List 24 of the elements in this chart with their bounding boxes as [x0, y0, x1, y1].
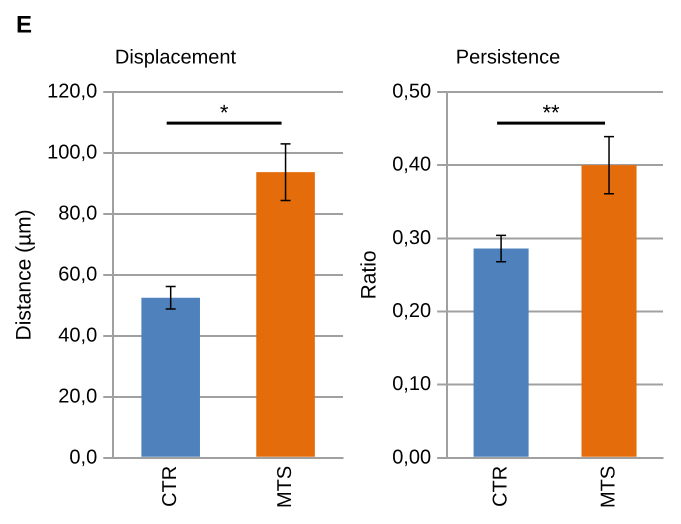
y-tick-label: 0,10 [392, 373, 432, 396]
y-tick-label: 40,0 [58, 324, 98, 346]
x-tick-label: MTS [274, 466, 296, 508]
y-axis-title: Distance (µm) [12, 209, 36, 340]
y-tick-label: 20,0 [58, 385, 98, 408]
y-tick-label: 0,30 [392, 226, 432, 249]
x-tick-label: CTR [490, 466, 512, 507]
y-tick-label: 120,0 [47, 80, 98, 103]
y-tick-label: 0,50 [392, 80, 432, 103]
y-tick-label: 0,40 [392, 154, 432, 176]
chart-title: Persistence [456, 46, 560, 69]
annotation: * [220, 100, 229, 126]
annotation: ** [542, 100, 560, 126]
y-tick-label: 0,20 [392, 300, 432, 322]
text: E [16, 12, 32, 39]
x-tick-label: CTR [159, 466, 182, 507]
chart-title: Displacement [114, 46, 237, 69]
y-axis-title: Ratio [357, 250, 380, 300]
y-tick-label: 0,0 [69, 446, 98, 468]
x-tick-label: MTS [598, 466, 620, 508]
y-tick-label: 60,0 [58, 263, 98, 286]
y-tick-label: 100,0 [47, 141, 98, 164]
y-tick-label: 80,0 [58, 202, 98, 224]
y-tick-label: 0,00 [392, 446, 432, 468]
